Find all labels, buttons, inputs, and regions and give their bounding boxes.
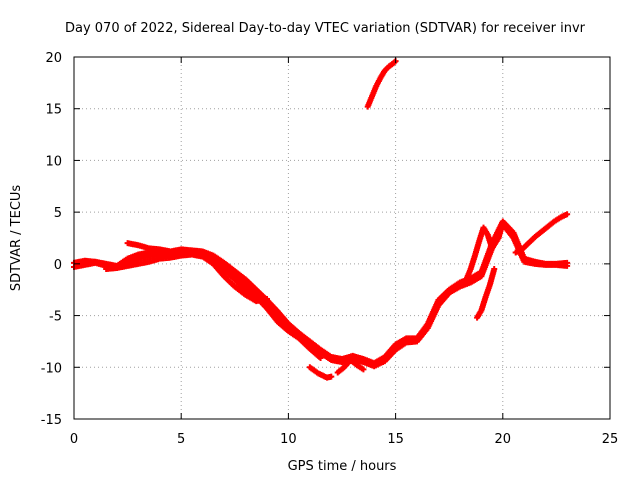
y-tick-label: 20 — [45, 51, 62, 66]
series-track-h — [463, 219, 506, 283]
series-track-j — [512, 211, 571, 256]
y-tick-label: 0 — [54, 258, 62, 273]
data-point-marker — [564, 211, 571, 218]
data-point-marker — [491, 266, 498, 273]
y-tick-label: 5 — [54, 206, 62, 221]
data-point-marker — [564, 259, 571, 266]
series-track-f — [334, 357, 367, 376]
data-layer — [71, 58, 571, 381]
x-axis-title: GPS time / hours — [288, 459, 397, 474]
x-tick-label: 10 — [280, 432, 297, 447]
y-tick-label: 15 — [45, 103, 62, 118]
x-tick-label: 20 — [495, 432, 512, 447]
y-tick-label: -10 — [41, 361, 62, 376]
x-tick-label: 25 — [602, 432, 619, 447]
series-track-e — [306, 364, 335, 381]
series-track-i — [474, 266, 498, 321]
x-tick-label: 5 — [177, 432, 185, 447]
y-tick-label: 10 — [45, 154, 62, 169]
series-track-d — [103, 251, 270, 305]
y-tick-label: -15 — [41, 413, 62, 428]
x-tick-label: 15 — [387, 432, 404, 447]
chart-title: Day 070 of 2022, Sidereal Day-to-day VTE… — [65, 21, 586, 36]
grid-layer — [74, 57, 610, 419]
series-track-g — [364, 58, 399, 110]
x-tick-label: 0 — [70, 432, 78, 447]
y-axis-title: SDTVAR / TECUs — [9, 185, 24, 292]
data-point-marker — [317, 354, 324, 361]
data-point-marker — [328, 373, 335, 380]
y-tick-label: -5 — [49, 310, 62, 325]
plot-frame — [73, 56, 611, 420]
data-point-marker — [263, 296, 270, 303]
data-point-marker — [360, 366, 367, 373]
data-point-marker — [499, 219, 506, 226]
tick-layer: 0 5 10 15 20 25 -15 -10 -5 0 5 10 15 20 — [41, 51, 619, 447]
